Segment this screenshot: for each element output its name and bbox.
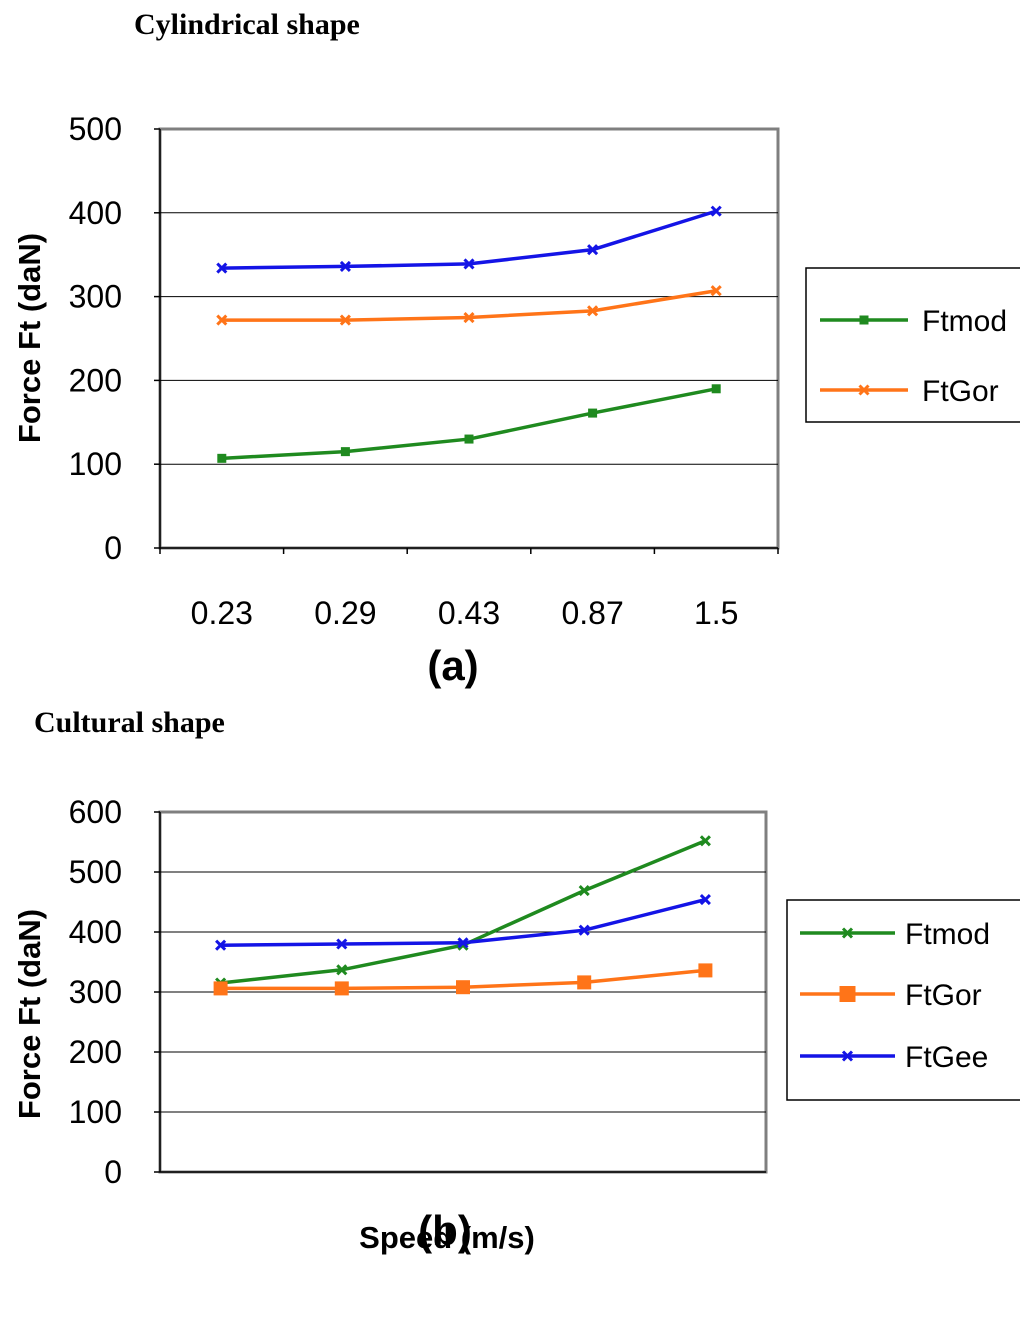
chart-b-y-tick-label-400: 400 (69, 914, 122, 950)
chart-a-legend-marker-0 (859, 315, 869, 325)
chart-b-series-2-point-3 (578, 924, 590, 936)
chart-b-y-tick-label-300: 300 (69, 974, 122, 1010)
chart-a-panel-label: (a) (427, 642, 478, 689)
chart-b-series-2-point-1 (336, 938, 348, 950)
chart-b-series-0-point-4 (699, 835, 711, 847)
chart-b-series-1-point-2 (456, 980, 470, 995)
chart-b-series-0-point-3 (578, 885, 590, 897)
chart-b-series-1-point-4 (698, 963, 713, 978)
chart-a-x-tick-label-4: 1.5 (694, 595, 738, 631)
chart-a-series-1-point-2 (463, 311, 475, 324)
chart-a-series-1-point-0 (216, 314, 228, 326)
chart-a-series-0-point-0 (217, 453, 227, 463)
chart-b-series-0-point-1 (336, 964, 348, 976)
chart-a-plot-area (158, 127, 780, 550)
chart-a-series-2-point-3 (587, 244, 599, 256)
chart-b-x-axis-title: Speed (m/s) (359, 1220, 535, 1255)
chart-a-series-0-point-3 (588, 408, 598, 418)
chart-b-y-tick-label-100: 100 (69, 1094, 122, 1130)
chart-b-y-axis-title: Force Ft (daN) (12, 909, 47, 1119)
chart-a-y-tick-label-200: 200 (69, 362, 122, 398)
chart-b-y-tick-label-200: 200 (69, 1034, 122, 1070)
chart-a-series-0-point-4 (711, 384, 721, 394)
chart-a-x-tick-label-2: 0.43 (438, 595, 500, 631)
chart-a-y-tick-label-100: 100 (69, 446, 122, 482)
chart-a-x-tick-label-3: 0.87 (561, 595, 623, 631)
chart-b-series-1-point-3 (577, 975, 592, 990)
chart-b-legend-marker-2 (841, 1050, 854, 1062)
heading-cylindrical-shape: Cylindrical shape (134, 8, 360, 41)
chart-b-series-2-point-2 (457, 937, 469, 949)
chart-a-series-2-point-4 (710, 205, 722, 217)
chart-b-series-1-point-1 (334, 981, 349, 996)
chart-b-y-tick-label-0: 0 (104, 1154, 122, 1190)
chart-a-legend-marker-1 (858, 384, 870, 396)
chart-a-legend-label-0: Ftmod (922, 305, 1007, 338)
chart-b-legend-label-0: Ftmod (905, 918, 990, 951)
chart-a-series-2-point-2 (463, 258, 475, 270)
chart-a-series-1-point-4 (710, 285, 722, 297)
chart-b-legend-label-1: FtGor (905, 979, 982, 1012)
chart-a-series-2-point-1 (339, 260, 351, 272)
chart-b-legend-marker-0 (841, 927, 854, 939)
chart-a-y-axis-title: Force Ft (daN) (12, 233, 47, 443)
chart-a-series-1-point-3 (587, 305, 599, 317)
chart-a-series-0-point-1 (340, 447, 350, 457)
chart-a-y-tick-label-500: 500 (69, 111, 122, 147)
chart-b-legend-marker-1 (839, 986, 856, 1002)
chart-a-legend-label-1: FtGor (922, 375, 999, 408)
chart-a-series-1-point-1 (339, 314, 351, 326)
chart-b-y-tick-label-500: 500 (69, 854, 122, 890)
chart-a-x-tick-label-0: 0.23 (191, 595, 253, 631)
chart-a-x-tick-label-1: 0.29 (314, 595, 376, 631)
chart-a-y-tick-label-0: 0 (104, 530, 122, 566)
chart-b-series-1-point-0 (213, 981, 228, 996)
chart-b-legend-label-2: FtGee (905, 1041, 988, 1074)
chart-a-y-tick-label-400: 400 (69, 195, 122, 231)
chart-b-panel-label: (b) (418, 1207, 472, 1254)
chart-a-y-tick-label-300: 300 (69, 279, 122, 315)
chart-b-series-2-point-0 (215, 939, 227, 951)
chart-a-series-0-point-2 (464, 434, 474, 444)
chart-b-series-2-point-4 (699, 894, 711, 906)
chart-a-legend-box (805, 267, 1020, 423)
heading-cultural-shape: Cultural shape (34, 706, 225, 739)
chart-a-series-2-point-0 (216, 262, 228, 274)
chart-b-y-tick-label-600: 600 (69, 794, 122, 830)
